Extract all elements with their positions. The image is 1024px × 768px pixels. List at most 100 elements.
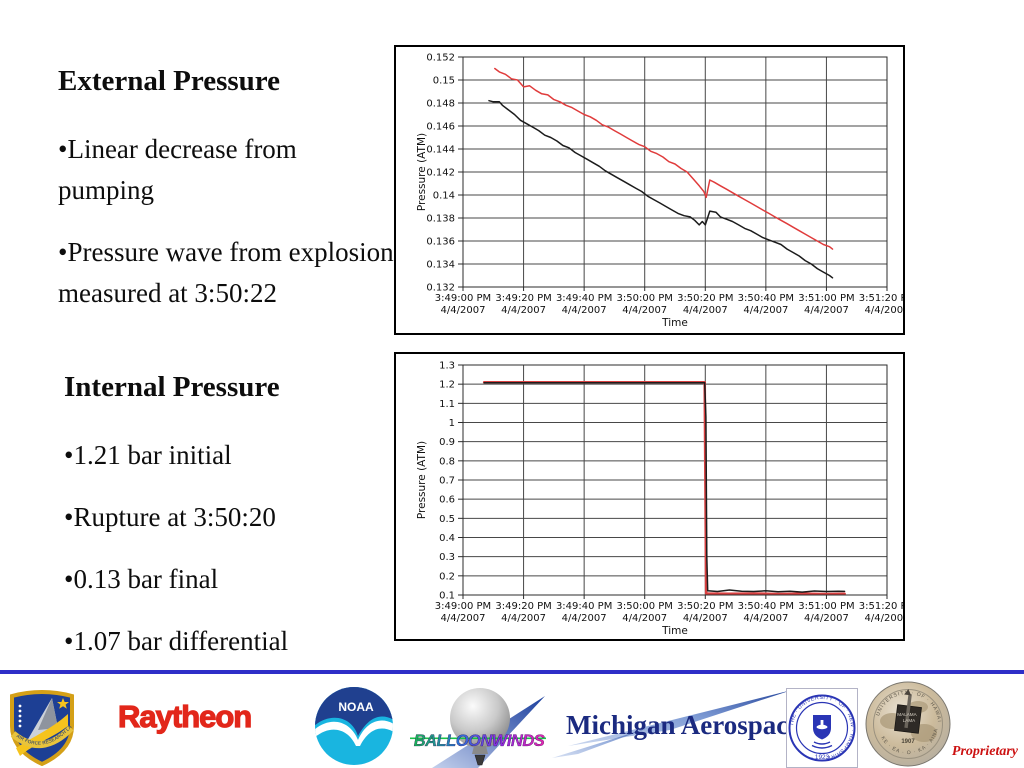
svg-text:3:51:00 PM: 3:51:00 PM	[798, 293, 854, 304]
afrl-shield-icon: AIR FORCE RESEARCH LABORATORY	[4, 682, 74, 767]
svg-text:0.5: 0.5	[439, 514, 455, 525]
external-pressure-chart: 0.152 0.15 0.148 0.146 0.144 0.142 0.14 0.138 0.…	[394, 45, 905, 335]
michigan-aerospace-wordmark: Michigan Aerospace	[566, 710, 792, 740]
svg-text:4/4/2007: 4/4/2007	[743, 305, 788, 316]
svg-text:4/4/2007: 4/4/2007	[865, 305, 903, 316]
svg-text:4/4/2007: 4/4/2007	[804, 305, 849, 316]
external-pressure-heading: External Pressure	[58, 65, 281, 97]
svg-text:4/4/2007: 4/4/2007	[804, 613, 849, 624]
footer-divider-line	[0, 670, 1024, 674]
internal-pressure-red	[482, 380, 846, 596]
internal-bullet-3: •0.13 bar final	[64, 564, 219, 594]
proprietary-label: Proprietary	[951, 744, 1018, 759]
internal-pressure-heading: Internal Pressure	[64, 371, 280, 403]
svg-text:3:49:00 PM: 3:49:00 PM	[435, 601, 491, 612]
svg-text:3:50:00 PM: 3:50:00 PM	[617, 601, 673, 612]
hawaii-seal-icon: UNIVERSITY · OF · HAWAII KE · EA · O · K…	[861, 677, 951, 767]
swoosh-icon	[568, 690, 792, 746]
svg-text:0.136: 0.136	[426, 237, 455, 248]
svg-text:0.152: 0.152	[426, 53, 455, 64]
svg-text:4/4/2007: 4/4/2007	[562, 305, 607, 316]
external-pressure-sensor-2	[494, 67, 834, 250]
internal-pressure-black	[483, 382, 846, 593]
svg-text:1.3: 1.3	[439, 361, 455, 372]
svg-text:1.1: 1.1	[439, 399, 455, 410]
svg-text:4/4/2007: 4/4/2007	[441, 305, 486, 316]
swoosh-small-icon	[552, 728, 648, 758]
unh-seal-logo: THE · UNIVERSITY · OF · NEW · HAMPSHIRE …	[786, 688, 858, 768]
x-axis-title: Time	[661, 317, 688, 329]
svg-text:4/4/2007: 4/4/2007	[683, 613, 728, 624]
michigan-aerospace-icon: Michigan Aerospace	[552, 690, 800, 758]
svg-text:0.15: 0.15	[433, 76, 455, 87]
svg-text:1.2: 1.2	[439, 380, 455, 391]
svg-text:0.6: 0.6	[439, 495, 455, 506]
svg-text:0.2: 0.2	[439, 571, 455, 582]
hawaii-plaque-line2: LAMA	[903, 718, 916, 723]
y-axis-title: Pressure (ATM)	[416, 441, 428, 519]
balloonwinds-wordmark: BALLOONWINDS	[414, 732, 545, 750]
balloon-icon	[450, 688, 510, 748]
svg-text:1: 1	[449, 418, 455, 429]
svg-text:0.9: 0.9	[439, 437, 455, 448]
unh-seal-icon: THE · UNIVERSITY · OF · NEW · HAMPSHIRE …	[788, 694, 856, 762]
external-bullet-2: •Pressure wave from explosion measured a…	[58, 237, 394, 308]
noaa-emblem-icon: NOAA	[315, 687, 393, 765]
hawaii-year-text: 1907	[901, 739, 915, 745]
internal-bullet-4: •1.07 bar differential	[64, 626, 289, 656]
svg-text:0.4: 0.4	[439, 533, 455, 544]
svg-text:3:50:40 PM: 3:50:40 PM	[738, 601, 794, 612]
balloonwinds-logo: BALLOONWINDS	[408, 684, 548, 768]
svg-text:3:49:40 PM: 3:49:40 PM	[556, 293, 612, 304]
svg-text:0.132: 0.132	[426, 283, 455, 294]
svg-text:4/4/2007: 4/4/2007	[501, 613, 546, 624]
svg-text:4/4/2007: 4/4/2007	[622, 305, 667, 316]
svg-text:0.134: 0.134	[426, 260, 455, 271]
svg-text:3:50:20 PM: 3:50:20 PM	[677, 601, 733, 612]
internal-pressure-chart-svg: 1.31.21.110.90.80.70.60.50.40.30.20.13:4…	[416, 361, 903, 638]
external-pressure-section: External Pressure •Linear decrease from …	[58, 64, 396, 335]
external-bullet-1: •Linear decrease from pumping	[58, 134, 297, 205]
balloonwinds-icon: BALLOONWINDS	[410, 688, 546, 768]
svg-text:3:50:20 PM: 3:50:20 PM	[677, 293, 733, 304]
svg-text:0.142: 0.142	[426, 168, 455, 179]
svg-text:0.3: 0.3	[439, 552, 455, 563]
internal-pressure-chart: 1.3 1.2 1.1 1 0.9 0.8 0.7 0.6 0.5 0.4 0.3 0.2 0.1 3:4…	[394, 352, 905, 641]
svg-text:4/4/2007: 4/4/2007	[562, 613, 607, 624]
svg-text:0.8: 0.8	[439, 456, 455, 467]
svg-text:0.14: 0.14	[433, 191, 455, 202]
torch-icon	[904, 693, 912, 729]
svg-text:3:50:00 PM: 3:50:00 PM	[617, 293, 673, 304]
svg-text:3:49:40 PM: 3:49:40 PM	[556, 601, 612, 612]
svg-text:0.138: 0.138	[426, 214, 455, 225]
raytheon-wordmark: Raytheon	[117, 698, 252, 734]
svg-text:4/4/2007: 4/4/2007	[441, 613, 486, 624]
x-axis-title: Time	[661, 625, 688, 637]
gondola-icon	[474, 754, 486, 766]
noaa-logo: NOAA	[314, 686, 394, 768]
svg-text:4/4/2007: 4/4/2007	[743, 613, 788, 624]
hawaii-seal-logo: UNIVERSITY · OF · HAWAII KE · EA · O · K…	[861, 677, 954, 768]
svg-text:3:51:20 PM: 3:51:20 PM	[859, 601, 903, 612]
michigan-aerospace-logo: Michigan Aerospace	[552, 688, 800, 765]
external-pressure-sensor-1	[488, 99, 834, 279]
internal-bullet-2: •Rupture at 3:50:20	[64, 502, 276, 532]
svg-text:4/4/2007: 4/4/2007	[683, 305, 728, 316]
y-axis-title: Pressure (ATM)	[416, 133, 428, 211]
hawaii-plaque-line1: MALAMA	[897, 712, 917, 717]
svg-text:0.7: 0.7	[439, 476, 455, 487]
svg-text:3:49:00 PM: 3:49:00 PM	[435, 293, 491, 304]
svg-text:0.146: 0.146	[426, 122, 455, 133]
svg-text:0.148: 0.148	[426, 99, 455, 110]
svg-text:4/4/2007: 4/4/2007	[501, 305, 546, 316]
raytheon-logo: Raytheon	[117, 698, 286, 739]
svg-text:0.144: 0.144	[426, 145, 455, 156]
svg-text:3:51:00 PM: 3:51:00 PM	[798, 601, 854, 612]
unh-year-text: · 1923 ·	[811, 754, 833, 761]
gull-icon	[315, 720, 393, 746]
internal-bullet-1: •1.21 bar initial	[64, 440, 232, 470]
external-pressure-chart-svg: 0.152 0.15 0.148 0.146 0.144 0.142 0.14 0.138 0.…	[416, 53, 903, 330]
svg-text:4/4/2007: 4/4/2007	[865, 613, 903, 624]
afrl-logo: AIR FORCE RESEARCH LABORATORY	[4, 682, 78, 768]
